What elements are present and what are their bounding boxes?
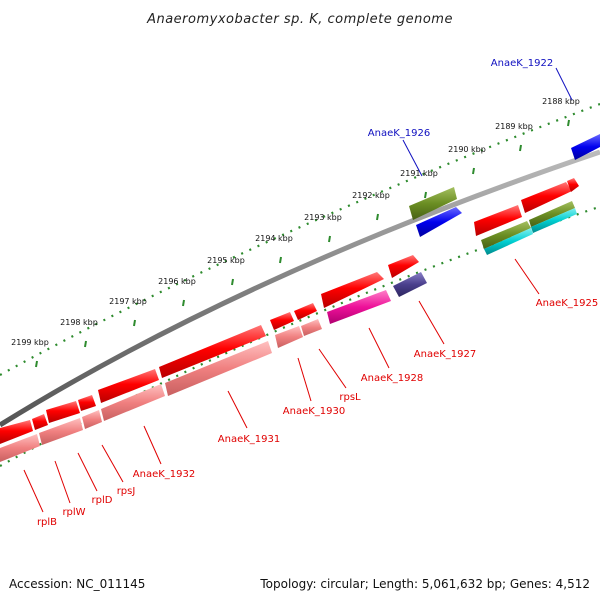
major-tick-mark	[84, 340, 87, 348]
gene-anaek-1925-cyan[interactable]	[484, 228, 533, 255]
leader-rpsl	[318, 348, 347, 389]
leader-anaek-1925	[514, 258, 540, 295]
tick-labels: 2188 kbp 2189 kbp 2190 kbp 2191 kbp 2192 kbp…	[11, 97, 580, 368]
lower-tick-dots	[0, 206, 597, 467]
gene-rpsj-red[interactable]	[78, 395, 96, 411]
tick-label: 2193 kbp	[304, 213, 342, 222]
cds-gene-row	[0, 201, 577, 462]
lower-gene-labels: AnaeK_1925 AnaeK_1927 AnaeK_1928 rpsL An…	[23, 258, 598, 528]
label-anaek-1922[interactable]: AnaeK_1922	[491, 58, 553, 69]
label-rpld[interactable]: rplD	[92, 495, 113, 506]
leader-anaek-1932	[143, 425, 162, 465]
leader-anaek-1922	[555, 67, 573, 101]
map-title: Anaeromyxobacter sp. K, complete genome	[146, 12, 453, 27]
major-tick-mark	[376, 213, 379, 221]
gene-anaek-1928-red[interactable]	[321, 272, 384, 308]
major-tick-mark	[35, 360, 38, 368]
label-anaek-1932[interactable]: AnaeK_1932	[133, 469, 195, 480]
upper-strand-genes	[409, 134, 600, 237]
gene-anaek-1926-olive[interactable]	[409, 187, 457, 220]
major-tick-mark	[519, 144, 522, 152]
major-tick-mark	[424, 191, 427, 199]
leader-rpsj	[101, 444, 124, 483]
gene-anaek-1930-cds[interactable]	[275, 326, 303, 348]
tick-label: 2199 kbp	[11, 338, 49, 347]
gene-anaek-1928-magenta[interactable]	[327, 290, 391, 324]
label-anaek-1926[interactable]: AnaeK_1926	[368, 128, 430, 139]
tick-label: 2195 kbp	[207, 256, 245, 265]
major-tick-mark	[231, 278, 234, 286]
gene-rpld-red[interactable]	[46, 401, 80, 423]
major-tick-mark	[567, 119, 570, 127]
gene-rplb-red[interactable]	[0, 420, 33, 444]
leader-anaek-1931	[227, 390, 248, 429]
label-rplb[interactable]: rplB	[37, 517, 57, 528]
major-tick-mark	[133, 319, 136, 327]
major-tick-mark	[472, 167, 475, 175]
gene-anaek-1927-red[interactable]	[388, 255, 419, 278]
gene-rplw-red[interactable]	[32, 414, 48, 430]
gene-anaek-1927-navy[interactable]	[393, 272, 427, 297]
label-anaek-1928[interactable]: AnaeK_1928	[361, 373, 423, 384]
label-anaek-1927[interactable]: AnaeK_1927	[414, 349, 476, 360]
gene-anaek-1925-olive[interactable]	[481, 221, 531, 249]
leader-anaek-1927	[418, 300, 445, 345]
label-rpsl[interactable]: rpsL	[339, 392, 361, 403]
gene-rpld-cds[interactable]	[39, 418, 83, 445]
tick-label: 2197 kbp	[109, 297, 147, 306]
tick-label: 2188 kbp	[542, 97, 580, 106]
gene-anaek-1922[interactable]	[571, 134, 600, 160]
leader-anaek-1930	[297, 357, 312, 402]
gene-anaek-1925-tip[interactable]	[567, 178, 579, 192]
gene-rpsl-red[interactable]	[294, 303, 317, 320]
tick-label: 2189 kbp	[495, 122, 533, 131]
label-anaek-1925[interactable]: AnaeK_1925	[536, 298, 598, 309]
gene-anaek-1925-olive-right[interactable]	[529, 201, 575, 227]
genome-backbone	[0, 149, 600, 428]
major-tick-mark	[328, 235, 331, 243]
gene-anaek-1925-red-right[interactable]	[521, 182, 572, 213]
gene-anaek-1931-cds[interactable]	[165, 341, 272, 396]
gene-rplb-cds[interactable]	[0, 434, 40, 462]
gene-anaek-1932-cds[interactable]	[101, 384, 165, 421]
gene-rpsj-cds[interactable]	[82, 410, 102, 429]
tick-label: 2190 kbp	[448, 145, 486, 154]
leader-rplw	[54, 460, 71, 504]
genome-summary-text: Topology: circular; Length: 5,061,632 bp…	[260, 577, 590, 591]
tick-label: 2194 kbp	[255, 234, 293, 243]
tick-label: 2198 kbp	[60, 318, 98, 327]
label-anaek-1930[interactable]: AnaeK_1930	[283, 406, 345, 417]
leader-rpld	[77, 452, 98, 492]
label-anaek-1931[interactable]: AnaeK_1931	[218, 434, 280, 445]
red-gene-row	[0, 178, 579, 444]
major-tick-mark	[182, 299, 185, 307]
gene-anaek-1926-blue[interactable]	[416, 207, 462, 237]
leader-anaek-1928	[368, 327, 390, 369]
label-rpsj[interactable]: rpsJ	[117, 486, 136, 497]
gene-anaek-1931-red[interactable]	[159, 325, 266, 378]
tick-label: 2196 kbp	[158, 277, 196, 286]
accession-text: Accession: NC_011145	[9, 577, 146, 591]
tick-label: 2191 kbp	[400, 169, 438, 178]
gene-rpsl-cds[interactable]	[301, 319, 322, 336]
gene-anaek-1932-red[interactable]	[98, 369, 159, 403]
label-rplw[interactable]: rplW	[62, 507, 85, 518]
gene-anaek-1930-red[interactable]	[270, 312, 294, 330]
gene-anaek-1925-red-left[interactable]	[474, 205, 522, 236]
leader-rplb	[23, 469, 44, 513]
upper-gene-labels: AnaeK_1922 AnaeK_1926	[368, 58, 573, 177]
gene-anaek-1925-cyan-right[interactable]	[531, 208, 577, 233]
lower-tick-track	[0, 206, 597, 467]
major-tick-mark	[279, 256, 282, 264]
leader-anaek-1926	[402, 139, 423, 177]
tick-label: 2192 kbp	[352, 191, 390, 200]
